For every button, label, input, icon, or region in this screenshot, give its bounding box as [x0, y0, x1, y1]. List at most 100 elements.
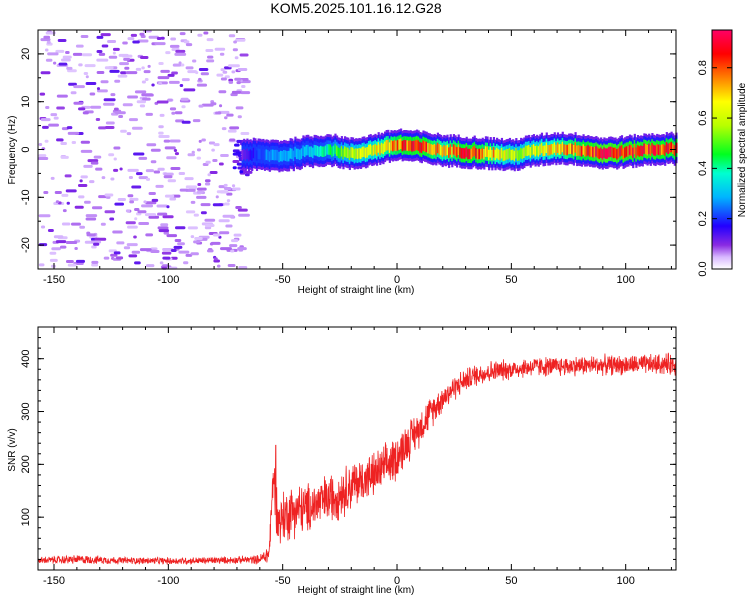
signal-cell: [640, 145, 643, 156]
noise-speckle: [87, 159, 99, 163]
noise-speckle: [157, 212, 168, 216]
snr-line: [37, 352, 677, 566]
noise-speckle: [196, 83, 208, 87]
signal-cell: [327, 144, 331, 155]
signal-cell: [388, 142, 391, 153]
noise-speckle: [163, 175, 173, 179]
signal-cell: [319, 145, 323, 157]
signal-cell: [395, 140, 398, 152]
noise-speckle: [234, 56, 239, 60]
colorbar-ticks: 0.0 0.2 0.4 0.6 0.8: [697, 60, 732, 277]
noise-speckle: [145, 177, 151, 181]
noise-speckle: [118, 114, 124, 118]
noise-speckle: [221, 127, 227, 131]
noise-speckle: [241, 84, 246, 88]
noise-speckle: [74, 205, 84, 209]
signal-cell: [572, 145, 576, 156]
noise-speckle: [180, 97, 189, 101]
signal-cell: [587, 145, 590, 156]
noise-speckle: [55, 200, 60, 204]
signal-cell: [524, 145, 528, 157]
noise-speckle: [83, 72, 89, 76]
noise-speckle: [137, 210, 147, 214]
signal-cell: [443, 145, 446, 156]
noise-speckle: [84, 200, 91, 204]
noise-speckle: [68, 82, 77, 86]
signal-cell: [468, 148, 472, 160]
figure-title: KOM5.2025.101.16.12.G28: [270, 0, 441, 16]
noise-speckle: [127, 95, 138, 99]
noise-speckle: [110, 177, 115, 181]
noise-speckle: [205, 49, 214, 53]
signal-cell: [403, 140, 406, 151]
signal-cell: [563, 144, 566, 155]
signal-cell: [566, 144, 569, 156]
signal-cell: [633, 143, 636, 155]
noise-speckle: [108, 153, 115, 157]
signal-cell: [359, 148, 363, 159]
noise-speckle: [104, 210, 116, 214]
signal-cell: [348, 149, 351, 160]
noise-speckle: [79, 179, 83, 183]
noise-speckle: [169, 139, 181, 143]
noise-speckle: [83, 164, 93, 168]
noise-speckle: [122, 103, 133, 107]
noise-speckle: [157, 226, 169, 230]
noise-speckle: [129, 197, 139, 201]
noise-speckle: [138, 222, 150, 226]
noise-speckle: [160, 69, 170, 73]
spectrogram-y-tick-label: 20: [20, 48, 32, 60]
noise-speckle: [231, 70, 236, 74]
noise-speckle: [114, 79, 121, 83]
noise-speckle: [91, 245, 97, 249]
noise-speckle: [72, 52, 83, 56]
signal-cell: [355, 148, 358, 159]
noise-speckle: [216, 264, 221, 268]
noise-speckle: [126, 132, 132, 136]
signal-cell: [345, 147, 348, 158]
signal-cell: [625, 146, 628, 157]
signal-cell: [636, 145, 640, 156]
noise-speckle: [131, 185, 142, 189]
signal-cell: [552, 144, 555, 155]
snr-panel: -150 -100 -50 0 50 100 100 200 300 400 Height of …: [7, 326, 677, 596]
noise-speckle: [212, 233, 221, 237]
noise-speckle: [53, 235, 64, 239]
signal-cell: [435, 144, 438, 156]
noise-speckle: [151, 198, 159, 202]
noise-speckle: [147, 64, 151, 68]
signal-cell: [576, 145, 579, 157]
noise-speckle: [157, 167, 165, 171]
noise-speckle: [228, 80, 234, 84]
noise-speckle: [101, 176, 106, 180]
signal-cell: [356, 148, 359, 160]
colorbar-tick-label: 0.2: [697, 211, 709, 226]
noise-speckle: [215, 111, 222, 115]
signal-cell: [505, 149, 508, 160]
noise-speckle: [93, 242, 100, 246]
signal-cell: [326, 144, 329, 155]
signal-cell: [544, 145, 547, 156]
noise-speckle: [123, 246, 131, 250]
signal-cell: [654, 145, 657, 156]
signal-cell: [665, 142, 668, 153]
signal-cell: [305, 144, 308, 156]
noise-speckle: [193, 213, 199, 217]
noise-speckle: [134, 217, 138, 221]
noise-speckle: [73, 101, 84, 105]
signal-cell: [427, 142, 430, 154]
noise-speckle: [113, 168, 119, 172]
signal-cell: [249, 149, 252, 160]
noise-speckle: [204, 218, 216, 222]
noise-speckle: [213, 143, 220, 147]
noise-speckle: [222, 214, 235, 218]
snr-y-tick-label: 100: [20, 508, 32, 526]
signal-cell: [476, 149, 480, 160]
signal-cell: [603, 147, 606, 158]
noise-speckle: [144, 213, 157, 217]
noise-speckle: [160, 223, 169, 227]
signal-cell: [415, 139, 419, 151]
noise-speckle: [204, 182, 211, 186]
signal-cell: [584, 146, 587, 157]
noise-speckle: [113, 251, 121, 255]
